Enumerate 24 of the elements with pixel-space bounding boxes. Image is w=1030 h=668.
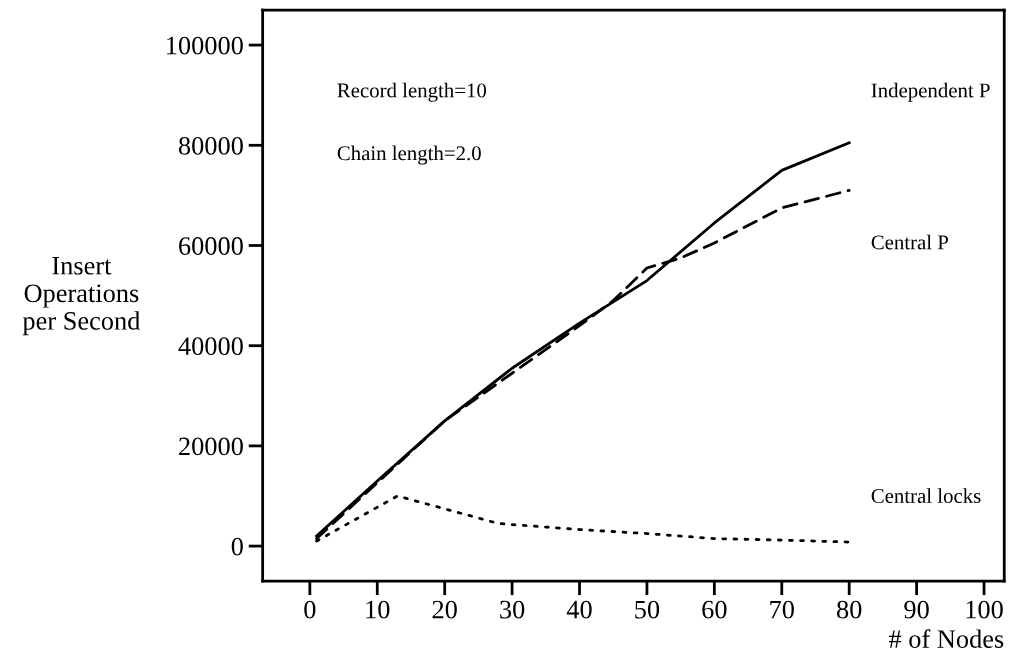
x-tick-label: 50 bbox=[635, 600, 660, 619]
x-tick-label: 100 bbox=[966, 600, 1003, 619]
y-tick-label: 60000 bbox=[179, 237, 243, 255]
x-tick-label: 80 bbox=[837, 600, 862, 619]
x-axis-title: # of Nodes bbox=[888, 629, 1004, 648]
y-tick-label: 0 bbox=[231, 537, 243, 556]
x-tick-label: 40 bbox=[566, 600, 592, 619]
x-tick-label: 0 bbox=[304, 600, 316, 619]
y-tick-label: 100000 bbox=[167, 36, 243, 55]
y-axis-title: Insert Operations per Second bbox=[22, 257, 141, 336]
x-tick-label: 20 bbox=[432, 600, 457, 619]
y-tick-label: 80000 bbox=[178, 136, 243, 155]
x-tick-label: 30 bbox=[500, 600, 525, 619]
x-tick-label: 90 bbox=[904, 600, 929, 619]
text: Central locks bbox=[871, 488, 981, 503]
x-tick-label: 10 bbox=[366, 600, 390, 619]
y-tick-label: 20000 bbox=[179, 437, 243, 456]
x-tick-label: 60 bbox=[702, 600, 727, 619]
annotation: Chain length=2.0 bbox=[337, 145, 481, 165]
text: Independent P bbox=[871, 82, 990, 102]
x-tick-label: 70 bbox=[770, 600, 794, 619]
annotation: Record length=10 bbox=[337, 82, 487, 102]
y-tick-label: 40000 bbox=[178, 337, 243, 356]
text: Central P bbox=[871, 234, 949, 250]
